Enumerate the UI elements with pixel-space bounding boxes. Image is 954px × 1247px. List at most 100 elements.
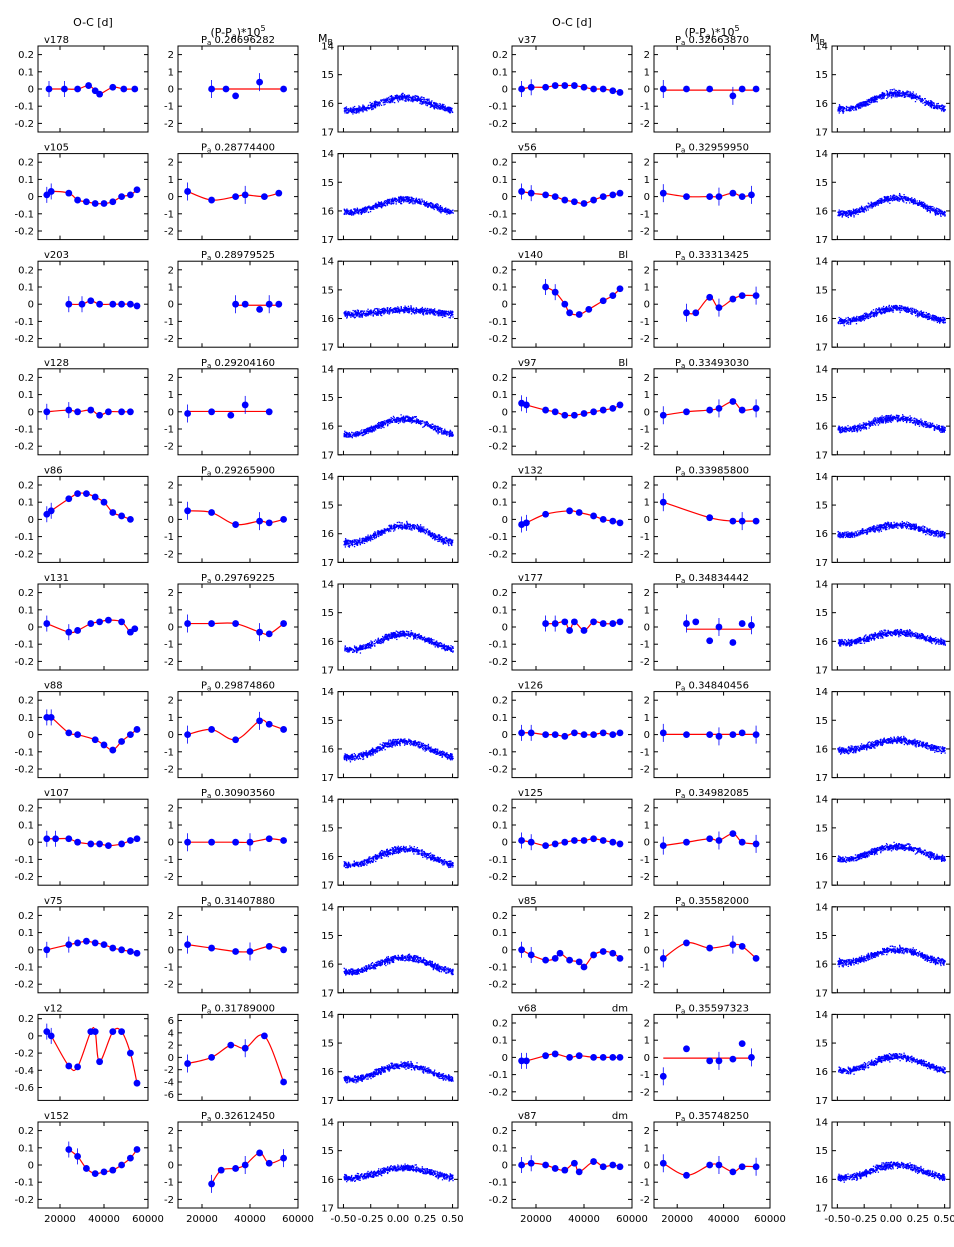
lc-point bbox=[344, 546, 347, 548]
lc-point bbox=[404, 419, 406, 422]
lc-point bbox=[410, 201, 412, 204]
lc-point bbox=[351, 111, 353, 114]
lc-point bbox=[393, 526, 395, 529]
lc-point bbox=[433, 208, 435, 211]
lc-point bbox=[393, 525, 395, 527]
pp-point bbox=[232, 521, 240, 528]
lc-point bbox=[361, 210, 363, 212]
lc-point bbox=[359, 310, 362, 312]
lc-point bbox=[357, 649, 359, 651]
lc-point bbox=[429, 313, 431, 315]
lc-point bbox=[400, 198, 402, 201]
oc-y-tick-label: 0.1 bbox=[18, 605, 34, 616]
lc-point bbox=[371, 426, 373, 428]
lc-point bbox=[436, 425, 438, 427]
lc-point bbox=[368, 429, 370, 431]
lc-point bbox=[418, 420, 420, 422]
lc-point bbox=[401, 196, 403, 198]
mag-tick-label: 17 bbox=[321, 773, 334, 784]
lc-point bbox=[443, 431, 446, 433]
lc-point bbox=[345, 107, 347, 110]
oc-y-tick-label: 0.2 bbox=[18, 373, 34, 384]
lc-point bbox=[376, 105, 379, 107]
lc-point bbox=[351, 213, 353, 215]
lc-point bbox=[410, 419, 412, 421]
lc-point bbox=[384, 202, 386, 204]
lc-point bbox=[424, 423, 426, 426]
pp-point bbox=[275, 300, 283, 308]
lc-point bbox=[368, 644, 370, 647]
lc-point bbox=[370, 208, 373, 210]
lc-point bbox=[375, 101, 377, 103]
lc-point bbox=[345, 431, 348, 434]
lc-point bbox=[355, 433, 357, 435]
lc-point bbox=[393, 97, 395, 100]
lc-point bbox=[373, 426, 375, 429]
lc-point bbox=[356, 542, 359, 544]
lc-point bbox=[428, 202, 430, 205]
lc-point bbox=[433, 310, 435, 313]
lc-point bbox=[370, 312, 373, 314]
lc-point bbox=[392, 99, 394, 101]
lc-point bbox=[351, 435, 354, 437]
lc-point bbox=[392, 310, 394, 312]
lc-point bbox=[445, 107, 448, 109]
lc-point bbox=[407, 100, 410, 102]
lc-point bbox=[452, 211, 454, 213]
lc-point bbox=[439, 211, 441, 213]
lc-point bbox=[351, 540, 354, 542]
lc-point bbox=[417, 96, 419, 98]
lc-point bbox=[408, 311, 410, 313]
lc-point bbox=[448, 648, 450, 650]
lc-point bbox=[367, 106, 370, 109]
lc-point bbox=[366, 110, 368, 112]
lc-point bbox=[446, 430, 448, 433]
lc-point bbox=[438, 106, 441, 108]
lc-point bbox=[377, 309, 379, 312]
lc-point bbox=[358, 210, 360, 212]
mb-column-header: MB bbox=[318, 32, 333, 47]
lc-point bbox=[436, 207, 438, 210]
oc-point bbox=[43, 408, 51, 416]
pp-y-tick-label: -2 bbox=[164, 442, 174, 453]
lc-point bbox=[386, 101, 388, 104]
mag-tick-label: 16 bbox=[321, 314, 334, 325]
lc-point bbox=[448, 316, 450, 319]
lc-point bbox=[434, 425, 436, 428]
lc-point bbox=[387, 422, 389, 424]
lc-point bbox=[343, 434, 345, 437]
oc-point bbox=[105, 408, 112, 416]
lc-point bbox=[405, 99, 407, 101]
lc-point bbox=[424, 307, 426, 310]
pp-point bbox=[208, 408, 216, 416]
lc-point bbox=[383, 426, 385, 429]
lc-point bbox=[430, 310, 432, 312]
pp-point bbox=[265, 630, 273, 638]
lc-point bbox=[431, 105, 433, 107]
lc-point bbox=[349, 648, 351, 651]
oc-y-tick-label: 0.2 bbox=[18, 50, 34, 61]
lc-point bbox=[416, 200, 419, 202]
lc-point bbox=[397, 527, 400, 530]
lc-point bbox=[371, 102, 373, 104]
pp-y-tick-label: 1 bbox=[168, 605, 174, 616]
lc-point bbox=[400, 307, 402, 310]
lc-point bbox=[380, 100, 383, 102]
mag-tick-label: 17 bbox=[321, 666, 334, 677]
lc-point bbox=[346, 108, 349, 111]
lc-point bbox=[407, 633, 410, 636]
lc-point bbox=[356, 649, 358, 651]
lc-point bbox=[424, 101, 426, 103]
lc-point bbox=[423, 100, 425, 102]
lc-point bbox=[430, 638, 432, 641]
lc-point bbox=[447, 543, 450, 545]
lc-point bbox=[389, 637, 392, 639]
oc-point bbox=[118, 300, 125, 308]
lc-point bbox=[363, 434, 365, 436]
lc-point bbox=[421, 529, 423, 531]
lc-point bbox=[434, 311, 437, 314]
lc-point bbox=[356, 212, 358, 214]
lc-point bbox=[369, 426, 372, 429]
lc-point bbox=[362, 430, 365, 433]
lc-point bbox=[441, 103, 444, 106]
